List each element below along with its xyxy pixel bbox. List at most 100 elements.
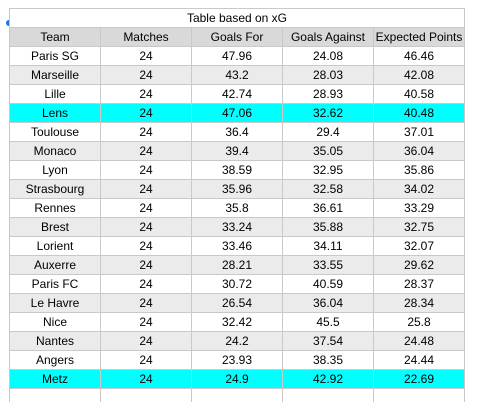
goals-against-cell[interactable]: 37.54: [282, 331, 374, 351]
matches-cell[interactable]: 24: [100, 65, 192, 85]
goals-for-cell[interactable]: 33.46: [191, 236, 283, 256]
team-cell[interactable]: Strasbourg: [9, 179, 101, 199]
expected-points-cell[interactable]: 24.44: [373, 350, 465, 370]
goals-for-cell[interactable]: 33.24: [191, 217, 283, 237]
team-cell[interactable]: Paris FC: [9, 274, 101, 294]
goals-against-cell[interactable]: 32.62: [282, 103, 374, 123]
expected-points-cell[interactable]: 40.58: [373, 84, 465, 104]
expected-points-cell[interactable]: 28.37: [373, 274, 465, 294]
goals-against-cell[interactable]: 28.93: [282, 84, 374, 104]
team-cell[interactable]: Lorient: [9, 236, 101, 256]
expected-points-cell[interactable]: 34.02: [373, 179, 465, 199]
goals-against-cell[interactable]: 34.11: [282, 236, 374, 256]
expected-points-cell[interactable]: 28.34: [373, 293, 465, 313]
team-cell[interactable]: Nice: [9, 312, 101, 332]
goals-for-cell[interactable]: 35.8: [191, 198, 283, 218]
empty-cell[interactable]: [191, 388, 283, 402]
team-cell[interactable]: Paris SG: [9, 46, 101, 66]
goals-against-cell[interactable]: 42.92: [282, 369, 374, 389]
matches-cell[interactable]: 24: [100, 46, 192, 66]
matches-cell[interactable]: 24: [100, 103, 192, 123]
matches-cell[interactable]: 24: [100, 255, 192, 275]
expected-points-cell[interactable]: 32.07: [373, 236, 465, 256]
goals-against-cell[interactable]: 36.61: [282, 198, 374, 218]
goals-against-cell[interactable]: 32.58: [282, 179, 374, 199]
header-team[interactable]: Team: [9, 27, 101, 47]
expected-points-cell[interactable]: 35.86: [373, 160, 465, 180]
goals-for-cell[interactable]: 26.54: [191, 293, 283, 313]
matches-cell[interactable]: 24: [100, 217, 192, 237]
team-cell[interactable]: Lyon: [9, 160, 101, 180]
expected-points-cell[interactable]: 32.75: [373, 217, 465, 237]
team-cell[interactable]: Toulouse: [9, 122, 101, 142]
goals-against-cell[interactable]: 35.05: [282, 141, 374, 161]
goals-for-cell[interactable]: 47.96: [191, 46, 283, 66]
expected-points-cell[interactable]: 42.08: [373, 65, 465, 85]
expected-points-cell[interactable]: 40.48: [373, 103, 465, 123]
team-cell[interactable]: Marseille: [9, 65, 101, 85]
matches-cell[interactable]: 24: [100, 84, 192, 104]
expected-points-cell[interactable]: 25.8: [373, 312, 465, 332]
team-cell[interactable]: Le Havre: [9, 293, 101, 313]
team-cell[interactable]: Angers: [9, 350, 101, 370]
team-cell[interactable]: Auxerre: [9, 255, 101, 275]
matches-cell[interactable]: 24: [100, 141, 192, 161]
header-goals-for[interactable]: Goals For: [191, 27, 283, 47]
goals-against-cell[interactable]: 36.04: [282, 293, 374, 313]
goals-for-cell[interactable]: 30.72: [191, 274, 283, 294]
team-cell[interactable]: Lille: [9, 84, 101, 104]
goals-for-cell[interactable]: 36.4: [191, 122, 283, 142]
matches-cell[interactable]: 24: [100, 160, 192, 180]
matches-cell[interactable]: 24: [100, 274, 192, 294]
header-goals-against[interactable]: Goals Against: [282, 27, 374, 47]
expected-points-cell[interactable]: 36.04: [373, 141, 465, 161]
goals-against-cell[interactable]: 32.95: [282, 160, 374, 180]
empty-cell[interactable]: [373, 388, 465, 402]
goals-against-cell[interactable]: 45.5: [282, 312, 374, 332]
expected-points-cell[interactable]: 33.29: [373, 198, 465, 218]
matches-cell[interactable]: 24: [100, 312, 192, 332]
matches-cell[interactable]: 24: [100, 122, 192, 142]
matches-cell[interactable]: 24: [100, 331, 192, 351]
matches-cell[interactable]: 24: [100, 198, 192, 218]
goals-for-cell[interactable]: 28.21: [191, 255, 283, 275]
goals-against-cell[interactable]: 28.03: [282, 65, 374, 85]
goals-against-cell[interactable]: 40.59: [282, 274, 374, 294]
matches-cell[interactable]: 24: [100, 350, 192, 370]
goals-for-cell[interactable]: 24.2: [191, 331, 283, 351]
matches-cell[interactable]: 24: [100, 179, 192, 199]
goals-for-cell[interactable]: 47.06: [191, 103, 283, 123]
expected-points-cell[interactable]: 37.01: [373, 122, 465, 142]
expected-points-cell[interactable]: 46.46: [373, 46, 465, 66]
goals-against-cell[interactable]: 35.88: [282, 217, 374, 237]
empty-cell[interactable]: [100, 388, 192, 402]
matches-cell[interactable]: 24: [100, 369, 192, 389]
table-title[interactable]: Table based on xG: [9, 8, 465, 28]
goals-against-cell[interactable]: 33.55: [282, 255, 374, 275]
goals-against-cell[interactable]: 29.4: [282, 122, 374, 142]
goals-for-cell[interactable]: 42.74: [191, 84, 283, 104]
goals-for-cell[interactable]: 39.4: [191, 141, 283, 161]
expected-points-cell[interactable]: 24.48: [373, 331, 465, 351]
goals-for-cell[interactable]: 23.93: [191, 350, 283, 370]
goals-against-cell[interactable]: 38.35: [282, 350, 374, 370]
team-cell[interactable]: Lens: [9, 103, 101, 123]
goals-for-cell[interactable]: 32.42: [191, 312, 283, 332]
team-cell[interactable]: Metz: [9, 369, 101, 389]
empty-cell[interactable]: [9, 388, 101, 402]
team-cell[interactable]: Rennes: [9, 198, 101, 218]
header-matches[interactable]: Matches: [100, 27, 192, 47]
team-cell[interactable]: Monaco: [9, 141, 101, 161]
goals-for-cell[interactable]: 38.59: [191, 160, 283, 180]
goals-for-cell[interactable]: 43.2: [191, 65, 283, 85]
goals-for-cell[interactable]: 35.96: [191, 179, 283, 199]
expected-points-cell[interactable]: 22.69: [373, 369, 465, 389]
goals-for-cell[interactable]: 24.9: [191, 369, 283, 389]
matches-cell[interactable]: 24: [100, 293, 192, 313]
expected-points-cell[interactable]: 29.62: [373, 255, 465, 275]
team-cell[interactable]: Nantes: [9, 331, 101, 351]
team-cell[interactable]: Brest: [9, 217, 101, 237]
goals-against-cell[interactable]: 24.08: [282, 46, 374, 66]
header-expected-points[interactable]: Expected Points: [373, 27, 465, 47]
matches-cell[interactable]: 24: [100, 236, 192, 256]
